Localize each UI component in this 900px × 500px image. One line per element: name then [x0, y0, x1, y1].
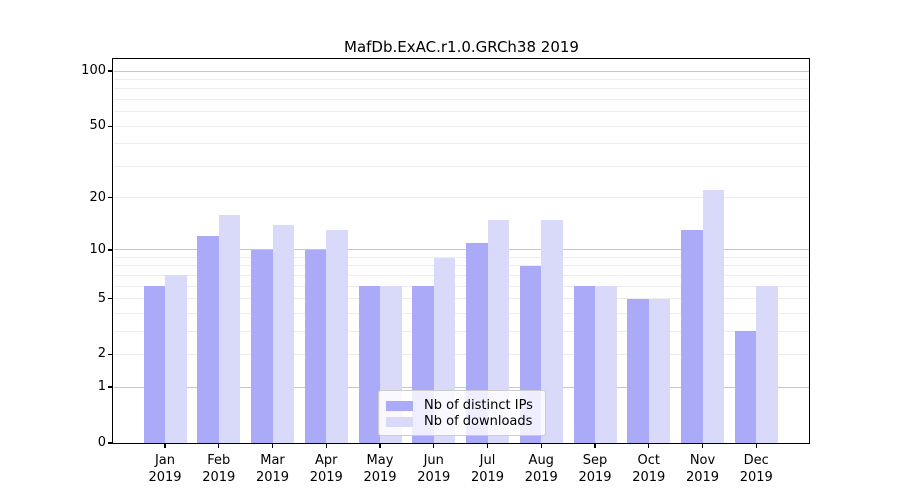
bar-feb-downloads: [218, 214, 241, 443]
chart-title: MafDb.ExAC.r1.0.GRCh38 2019: [344, 38, 579, 56]
y-tick-mark-2: [108, 353, 113, 356]
bar-jan-downloads: [165, 275, 187, 443]
bar-feb-distinct-ips: [197, 236, 219, 443]
gridline-80: [114, 88, 809, 90]
bar-oct-distinct-ips: [627, 298, 649, 443]
x-tick-label-jun: Jun 2019: [417, 453, 451, 485]
x-tick-label-aug: Aug 2019: [524, 453, 558, 485]
legend-row-downloads: Nb of downloads: [386, 414, 537, 429]
y-tick-label-0: 0: [97, 435, 106, 450]
gridline-30: [114, 165, 809, 167]
gridline-9: [114, 257, 809, 258]
gridline-7: [114, 274, 809, 276]
x-tick-label-nov: Nov 2019: [685, 453, 720, 485]
bar-dec-downloads: [756, 286, 778, 443]
y-tick-mark-1: [108, 386, 113, 388]
bar-aug-downloads: [541, 219, 563, 443]
gridline-5: [114, 298, 809, 300]
bar-dec-distinct-ips: [734, 331, 757, 443]
bar-sep-distinct-ips: [573, 286, 595, 443]
bar-may-distinct-ips: [358, 286, 380, 443]
legend-swatch-downloads-icon: [386, 416, 413, 427]
x-tick-mark-mar: [271, 443, 274, 448]
gridline-10: [114, 249, 809, 251]
gridline-1: [114, 386, 809, 388]
bar-oct-downloads: [648, 298, 671, 443]
x-tick-label-oct: Oct 2019: [632, 453, 666, 485]
x-tick-label-mar: Mar 2019: [255, 453, 290, 485]
x-tick-mark-jul: [486, 443, 489, 448]
y-tick-label-5: 5: [97, 290, 106, 306]
y-tick-mark-0: [108, 442, 113, 444]
y-tick-mark-5: [108, 297, 113, 300]
x-tick-mark-jun: [433, 443, 435, 448]
gridline-60: [114, 111, 809, 113]
bar-apr-distinct-ips: [304, 249, 327, 443]
gridline-40: [114, 143, 809, 145]
bar-sep-downloads: [595, 286, 617, 443]
bar-nov-downloads: [702, 190, 724, 443]
legend-label-distinct-ips: Nb of distinct IPs: [424, 398, 533, 413]
x-tick-mark-jan: [164, 443, 166, 448]
x-tick-mark-nov: [701, 443, 704, 448]
gridline-50: [114, 125, 809, 127]
x-tick-label-may: May 2019: [363, 453, 397, 485]
gridline-8: [114, 265, 809, 267]
y-tick-mark-10: [108, 249, 113, 251]
gridline-4: [114, 312, 809, 314]
y-tick-label-100: 100: [81, 63, 106, 79]
gridline-3: [114, 330, 809, 332]
bar-apr-downloads: [326, 230, 348, 443]
y-tick-label-10: 10: [89, 241, 106, 257]
legend: Nb of distinct IPs Nb of downloads: [378, 390, 546, 436]
bar-jul-downloads: [487, 219, 509, 443]
x-tick-label-apr: Apr 2019: [309, 453, 343, 485]
gridline-90: [114, 79, 809, 81]
plot-frame: [112, 58, 810, 444]
y-tick-mark-50: [108, 125, 113, 127]
x-tick-mark-dec: [755, 443, 757, 448]
gridline-70: [114, 99, 809, 101]
x-tick-label-sep: Sep 2019: [578, 453, 612, 485]
y-tick-mark-20: [108, 197, 113, 199]
y-tick-label-50: 50: [89, 118, 106, 134]
x-tick-mark-feb: [218, 443, 220, 448]
y-tick-label-20: 20: [89, 189, 106, 205]
gridline-6: [114, 285, 809, 287]
x-tick-mark-oct: [648, 443, 650, 448]
x-tick-mark-aug: [540, 443, 542, 448]
x-tick-mark-sep: [594, 443, 596, 448]
y-tick-label-1: 1: [97, 379, 106, 395]
x-tick-label-jan: Jan 2019: [148, 453, 182, 485]
legend-label-downloads: Nb of downloads: [424, 414, 533, 429]
x-tick-label-feb: Feb 2019: [202, 453, 236, 485]
y-tick-mark-100: [108, 70, 113, 72]
gridline-20: [114, 197, 809, 199]
bar-mar-downloads: [272, 224, 294, 443]
gridline-100: [114, 70, 809, 72]
bar-mar-distinct-ips: [251, 249, 273, 443]
x-tick-mark-may: [379, 443, 381, 448]
bar-nov-distinct-ips: [681, 230, 703, 443]
gridline-2: [114, 353, 809, 355]
legend-row-distinct-ips: Nb of distinct IPs: [386, 398, 537, 413]
y-tick-label-2: 2: [97, 346, 106, 362]
x-tick-label-jul: Jul 2019: [470, 453, 505, 485]
x-tick-mark-apr: [325, 443, 327, 448]
bar-jan-distinct-ips: [143, 286, 165, 443]
x-tick-label-dec: Dec 2019: [739, 453, 773, 485]
legend-swatch-distinct-ips-icon: [386, 400, 413, 411]
